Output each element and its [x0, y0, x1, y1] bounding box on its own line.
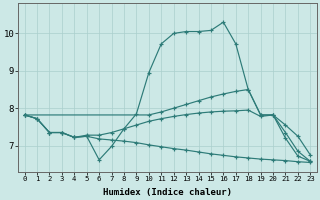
- X-axis label: Humidex (Indice chaleur): Humidex (Indice chaleur): [103, 188, 232, 197]
